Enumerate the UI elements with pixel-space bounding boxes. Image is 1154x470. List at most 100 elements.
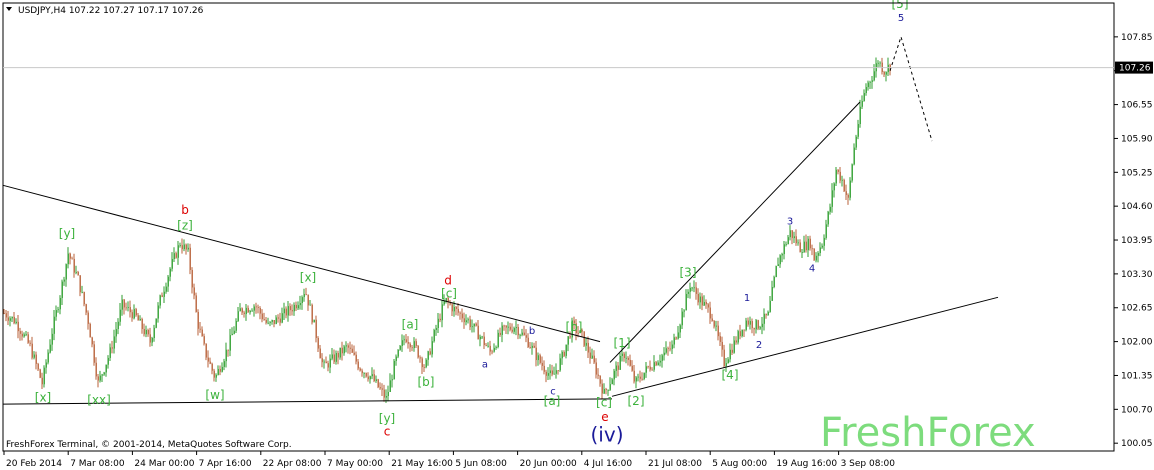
candle-body [795,236,797,244]
candle-body [521,332,523,335]
candle-body [515,327,517,329]
candle-body [677,332,679,339]
candle-body [647,366,649,368]
candle-body [343,346,345,354]
candle-body [865,87,867,94]
y-tick-label: 102.65 [1121,304,1153,314]
candle-body [703,301,705,306]
candle-body [793,236,795,239]
candle-body [43,367,45,385]
candle-body [783,244,785,255]
candle-body [265,320,267,323]
candle-body [111,347,113,349]
candle-body [799,242,801,253]
candle-body [597,374,599,376]
candle-body [717,325,719,337]
x-tick-label: 4 Jul 16:00 [584,459,633,469]
candle-body [537,355,539,361]
candle-body [253,306,255,311]
candle-body [581,330,583,332]
candle-body [633,370,635,382]
candle-body [857,124,859,137]
candle-body [811,248,813,250]
candle-body [519,334,521,336]
candle-body [739,331,741,337]
candle-body [757,320,759,329]
candle-body [441,304,443,321]
candle-body [219,369,221,372]
candle-body [753,328,755,330]
candle-body [733,340,735,353]
candle-body [259,307,261,314]
candle-body [415,341,417,346]
trendlines-layer [2,35,999,405]
candle-body [345,345,347,347]
candle-body [833,183,835,191]
candle-body [841,179,843,181]
candle-body [149,334,151,343]
candle-body [169,268,171,277]
candle-body [569,336,571,338]
x-tick-label: 7 May 00:00 [327,459,383,469]
candle-body [675,337,677,339]
candle-body [701,296,703,306]
x-tick-label: 22 Apr 08:00 [263,459,322,469]
candle-body [71,258,73,260]
candle-body [691,287,693,289]
candle-body [307,294,309,306]
candle-body [333,354,335,362]
candle-body [373,374,375,382]
candle-body [225,349,227,362]
rising-channel-line[interactable] [609,101,861,363]
candle-body [403,339,405,341]
candle-body [351,348,353,353]
candle-body [37,363,39,370]
candle-body [179,245,181,246]
candle-body [501,325,503,335]
header-triangle-icon[interactable] [6,7,12,11]
candle-body [29,342,31,344]
candle-body [873,71,875,81]
upper-triangle-line[interactable] [2,184,601,343]
x-tick-label: 7 Apr 16:00 [199,459,252,469]
lower-triangle-line[interactable] [2,398,613,405]
candle-body [615,365,617,371]
candle-body [183,244,185,250]
x-tick-label: 5 Aug 00:00 [712,459,767,469]
candle-body [369,376,371,380]
candle-body [45,362,47,368]
wave-label: b [181,203,189,217]
wave-label: c [550,387,556,398]
candle-body [871,80,873,82]
candle-body [353,352,355,355]
wave-label: 4 [809,263,815,274]
candle-body [759,327,761,329]
candle-body [635,377,637,382]
candle-body [629,359,631,366]
candle-body [387,391,389,397]
candle-body [771,287,773,301]
wave-label: [1] [614,336,631,350]
candle-body [659,360,661,363]
candle-body [513,328,515,332]
candle-body [231,333,233,336]
candle-body [561,351,563,359]
candle-body [497,332,499,348]
candle-body [805,241,807,251]
projection-line[interactable] [889,35,933,142]
candle-body [367,376,369,380]
rising-support-line[interactable] [611,296,999,397]
candle-body [775,266,777,278]
candle-body [285,308,287,316]
candle-body [469,319,471,328]
candle-body [107,357,109,365]
candle-body [103,372,105,375]
candle-body [503,325,505,327]
x-tick-label: 21 May 16:00 [391,459,453,469]
candle-body [405,339,407,343]
candle-body [293,304,295,312]
candle-body [411,347,413,349]
candle-body [331,354,333,359]
candle-body [565,344,567,356]
